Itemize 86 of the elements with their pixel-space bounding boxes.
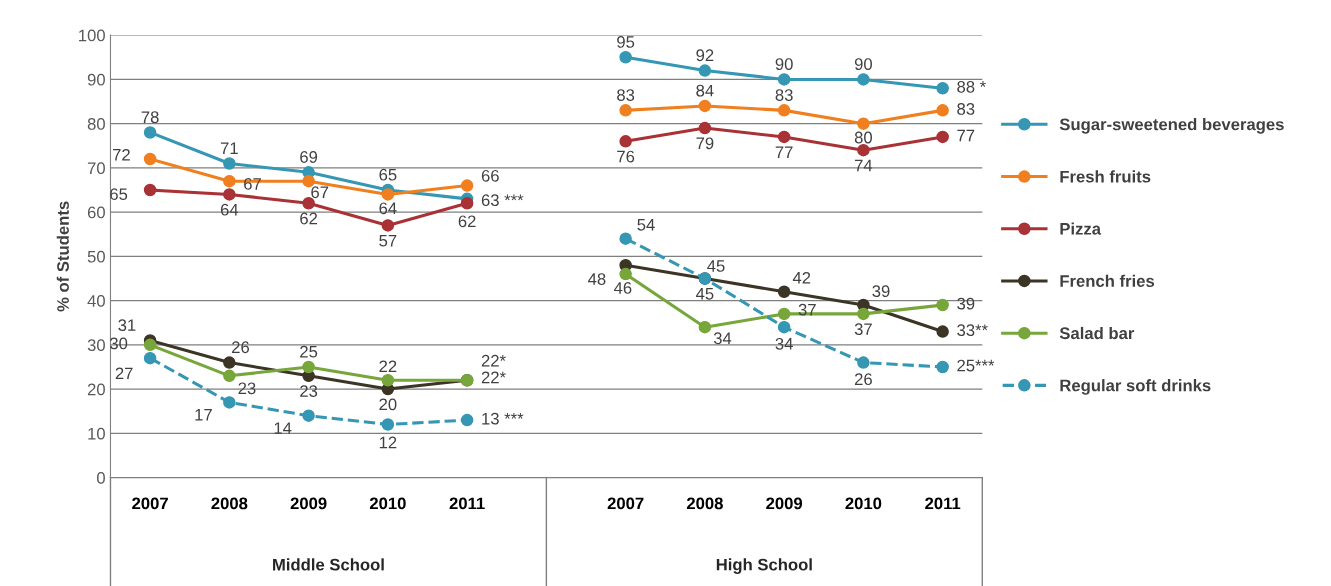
data-label: 42 <box>792 271 811 284</box>
data-label: 14 <box>274 422 292 434</box>
data-label: 12 <box>379 436 397 449</box>
legend-label: French fries <box>1060 274 1155 287</box>
data-label: 34 <box>775 337 793 350</box>
y-tick-label: 40 <box>87 295 105 307</box>
data-label: 26 <box>232 341 249 354</box>
data-label: 80 <box>854 131 873 144</box>
data-label: 22* <box>481 354 506 367</box>
x-tick-label: 2007 <box>132 497 168 510</box>
data-label: 71 <box>220 142 238 154</box>
data-label: 65 <box>379 168 397 181</box>
x-tick-label: 2010 <box>845 497 882 510</box>
y-tick-label: 100 <box>79 29 105 42</box>
data-label: 77 <box>775 146 793 158</box>
data-label: 79 <box>696 137 714 150</box>
data-label: 64 <box>379 202 397 215</box>
x-tick-label: 2011 <box>925 497 961 510</box>
data-label: 83 <box>617 89 635 101</box>
data-label: 23 <box>300 385 318 397</box>
data-label: 76 <box>617 150 635 163</box>
legend-label: Fresh fruits <box>1060 170 1151 183</box>
y-tick-label: 0 <box>96 471 105 484</box>
data-label: 62 <box>300 212 318 225</box>
data-label: 92 <box>696 49 714 62</box>
data-label: 62 <box>458 215 476 228</box>
x-tick-label: 2007 <box>607 497 644 510</box>
y-tick-label: 10 <box>88 427 105 440</box>
data-label: 17 <box>195 409 212 421</box>
legend-label: Pizza <box>1060 222 1102 235</box>
data-label: 77 <box>957 129 975 142</box>
data-label: 63 *** <box>481 194 524 207</box>
data-label: 66 <box>481 169 499 182</box>
legend-label: Regular soft drinks <box>1060 379 1211 395</box>
x-tick-label: 2008 <box>211 497 248 510</box>
data-label: 26 <box>854 373 872 386</box>
data-label: 37 <box>854 323 872 336</box>
data-label: 72 <box>112 148 130 161</box>
data-label: 83 <box>957 103 975 115</box>
y-tick-label: 90 <box>87 73 105 86</box>
x-tick-label: 2011 <box>449 497 485 510</box>
data-label: 90 <box>775 58 793 70</box>
legend-label: Sugar-sweetened beverages <box>1059 118 1284 134</box>
data-label: 83 <box>775 89 793 101</box>
data-label: 46 <box>613 282 632 294</box>
data-label: 67 <box>311 186 329 199</box>
data-label: 25*** <box>957 359 995 372</box>
data-label: 90 <box>854 58 873 70</box>
data-label: 48 <box>588 273 606 285</box>
data-label: 31 <box>118 319 136 332</box>
text: Middle School <box>273 558 384 571</box>
data-label: 20 <box>379 398 397 411</box>
data-label: 13 *** <box>482 412 524 425</box>
data-label: 27 <box>115 367 133 380</box>
data-label: 88 * <box>957 80 986 93</box>
data-label: 34 <box>713 332 732 345</box>
data-label: 25 <box>300 345 318 358</box>
data-label: 84 <box>696 84 714 97</box>
data-label: 74 <box>854 159 873 172</box>
data-label: 95 <box>617 36 635 48</box>
data-label: 39 <box>872 285 890 298</box>
text: High School <box>716 558 812 574</box>
data-label: 22* <box>481 371 506 384</box>
legend-label: Salad bar <box>1059 326 1135 340</box>
data-label: 39 <box>957 297 975 310</box>
data-label: 45 <box>707 260 725 272</box>
y-tick-label: 70 <box>87 162 105 175</box>
x-tick-label: 2010 <box>369 497 406 510</box>
data-label: 78 <box>141 111 159 124</box>
data-label: 57 <box>379 234 397 247</box>
data-label: 54 <box>637 219 655 231</box>
data-label: 22 <box>379 360 397 373</box>
y-tick-label: 20 <box>87 383 105 396</box>
data-label: 64 <box>220 203 239 216</box>
x-tick-label: 2009 <box>290 497 327 510</box>
data-label: 45 <box>696 288 714 300</box>
y-tick-label: 60 <box>87 206 105 219</box>
y-tick-label: 30 <box>87 339 105 352</box>
y-tick-label: 50 <box>87 250 105 263</box>
y-axis-title: % of Students <box>56 201 69 312</box>
data-label: 69 <box>300 151 318 163</box>
x-tick-label: 2008 <box>686 497 723 510</box>
y-tick-label: 80 <box>87 118 105 130</box>
x-tick-label: 2009 <box>766 497 803 510</box>
data-label: 23 <box>238 382 256 395</box>
data-label: 33** <box>957 324 988 337</box>
